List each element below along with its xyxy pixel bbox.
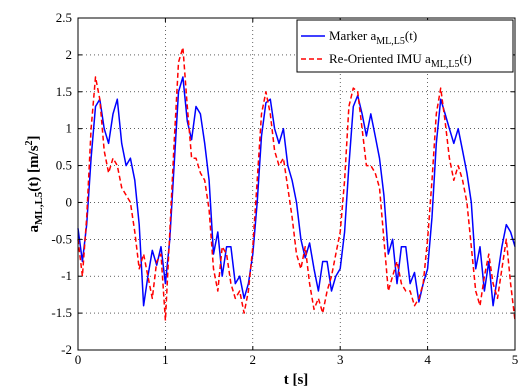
x-axis-label: t [s] [284,372,309,388]
y-tick-label: 0 [66,194,73,209]
x-tick-label: 4 [424,352,431,367]
y-tick-label: -0.5 [51,231,72,246]
y-tick-label: 1.5 [56,84,72,99]
legend-entry-imu: Re-Oriented IMU aML,L5(t) [329,51,472,70]
legend-imu-sub: ML,L5 [431,59,460,70]
y-tick-label: 2 [66,47,73,62]
x-tick-label: 3 [337,352,344,367]
series-layer [77,46,516,322]
y-tick-label: -1.5 [51,305,72,320]
x-tick-label: 0 [75,352,82,367]
legend-box [296,19,514,73]
y-tick-label: 0.5 [56,158,72,173]
legend-marker-end: (t) [405,28,417,43]
legend-marker-main: Marker a [329,28,377,43]
legend-entry-marker: Marker aML,L5(t) [329,28,417,47]
y-axis-label-end: ] [26,135,42,140]
x-tick-label: 2 [250,352,257,367]
legend: Marker aML,L5(t) Re-Oriented IMU aML,L5(… [296,19,514,73]
y-tick-label: -1 [61,268,72,283]
y-tick-label: -2 [61,342,72,357]
y-tick-label: 1 [66,121,73,136]
plot-frame [77,17,516,351]
y-axis-label-sub: ML,L5 [33,191,45,225]
y-axis-label: aML,L5(t) [m/s2] [24,135,45,232]
x-tick-label: 1 [162,352,169,367]
y-tick-label: 2.5 [56,10,72,25]
y-axis-label-main: a [26,225,42,233]
legend-marker-sub: ML,L5 [376,36,405,47]
y-axis-label-sup: 2 [24,140,35,145]
legend-imu-main: Re-Oriented IMU a [329,51,431,66]
x-tick-label: 5 [512,352,519,367]
y-axis-label-rest: (t) [m/s [26,145,42,191]
legend-imu-end: (t) [459,51,471,66]
